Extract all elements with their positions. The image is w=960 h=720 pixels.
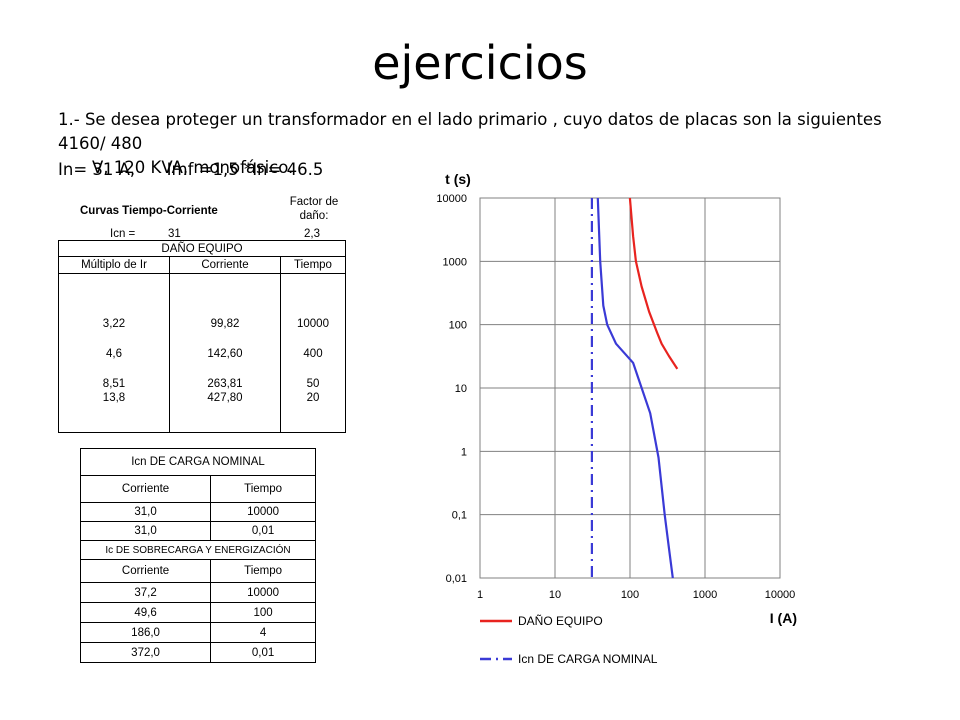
table-cell: 31,0 [79, 521, 212, 541]
y-tick-label: 0,01 [446, 573, 467, 585]
table-cell: 186,0 [79, 622, 212, 643]
icn-value: 31 [168, 228, 181, 240]
x-tick-label: 1 [477, 589, 483, 601]
table-cell: 0,01 [210, 521, 316, 541]
table-cell: 427,80 [207, 392, 243, 404]
statement-line-1: 1.- Se desea proteger un transformador e… [58, 110, 882, 153]
x-axis-label: I (A) [770, 610, 797, 626]
nominal-current-line: In= 31 A, Imf =1,5 *In= 46.5 [58, 160, 324, 179]
icn-label: Icn = [110, 228, 136, 240]
table-cell: 20 [306, 392, 320, 404]
y-axis-label: t (s) [445, 171, 471, 187]
table-cell: 10000 [297, 318, 329, 330]
time-current-chart: 10000 1000 100 10 1 0,1 0,01 1 10 100 1000 10000 t (… [436, 171, 797, 666]
y-tick-label: 10 [455, 383, 467, 395]
table-cell: 37,2 [79, 582, 212, 603]
table-cell: 13,8 [102, 392, 126, 404]
series-line-0 [628, 197, 679, 370]
x-tick-label: 100 [621, 589, 639, 601]
table-cell: 142,60 [207, 348, 243, 360]
x-tick-label: 10 [549, 589, 561, 601]
table-cell: 49,6 [79, 602, 212, 623]
table-cell: 99,82 [210, 318, 240, 330]
multiples-cell: 3,22 4,6 8,51 13,8 [58, 273, 170, 433]
table-cell: 4 [210, 622, 316, 643]
table-cell: 50 [306, 378, 320, 390]
legend-label: DAÑO EQUIPO [518, 614, 603, 628]
exercise-statement: 1.- Se desea proteger un transformador e… [58, 108, 908, 180]
table-cell: 372,0 [79, 642, 212, 663]
table-cell: 3,22 [102, 318, 126, 330]
factor-label: Factor de daño: [289, 196, 339, 222]
y-tick-label: 1 [461, 446, 467, 458]
table-cell: 400 [303, 348, 323, 360]
series-line-2 [596, 197, 674, 579]
table-cell: 263,81 [207, 378, 243, 390]
table-cell: 4,6 [106, 348, 122, 360]
slide-title: ejercicios [372, 36, 588, 90]
col-current: Corriente [79, 475, 212, 503]
table1-heading: Curvas Tiempo-Corriente [80, 205, 218, 217]
y-tick-label: 100 [449, 320, 467, 332]
table-cell: 31,0 [79, 502, 212, 522]
times-cell: 10000 400 50 20 [280, 273, 346, 433]
overload-section-title: Ic DE SOBRECARGA Y ENERGIZACIÓN [80, 540, 316, 560]
x-tick-label: 10000 [765, 589, 796, 601]
x-tick-label: 1000 [693, 589, 717, 601]
table-cell: 8,51 [102, 378, 126, 390]
col-time: Tiempo [210, 475, 316, 503]
table-cell: 10000 [210, 582, 316, 603]
col-time: Tiempo [210, 559, 316, 583]
y-tick-label: 0,1 [452, 510, 467, 522]
damage-section-title: DAÑO EQUIPO [58, 240, 346, 257]
col-time: Tiempo [280, 256, 346, 274]
factor-value: 2,3 [304, 228, 320, 240]
table-cell: 100 [210, 602, 316, 623]
statement-line-2: V, 120 KVA, monofásico. [92, 158, 294, 177]
col-current: Corriente [79, 559, 212, 583]
damage-table: DAÑO EQUIPO Múltiplo de Ir Corriente Tie… [58, 240, 346, 433]
table-cell: 0,01 [210, 642, 316, 663]
nominal-load-title: Icn DE CARGA NOMINAL [80, 448, 316, 476]
legend-label: Icn DE CARGA NOMINAL [518, 652, 658, 666]
currents-cell: 99,82 142,60 263,81 427,80 [169, 273, 281, 433]
col-multiple: Múltiplo de Ir [58, 256, 170, 274]
y-tick-label: 1000 [443, 256, 467, 268]
table-cell: 10000 [210, 502, 316, 522]
y-tick-label: 10000 [436, 193, 467, 205]
nominal-load-table: Icn DE CARGA NOMINAL Corriente Tiempo 31… [79, 448, 316, 663]
col-current: Corriente [169, 256, 281, 274]
